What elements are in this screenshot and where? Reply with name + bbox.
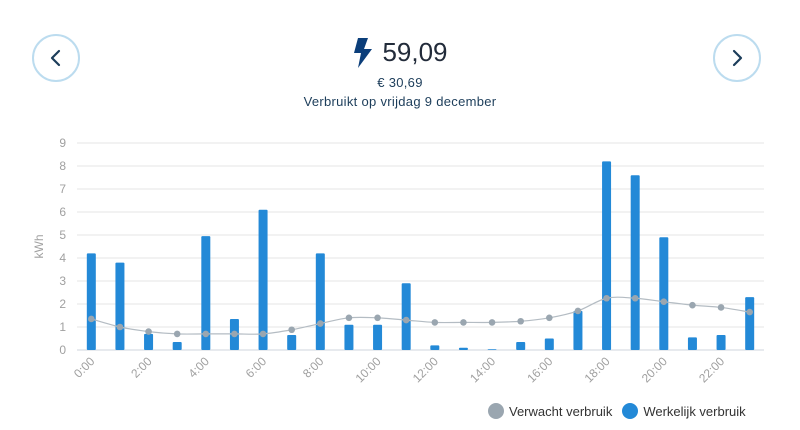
chart-legend: Verwacht verbruik Werkelijk verbruik (488, 403, 756, 419)
legend-item-actual[interactable]: Werkelijk verbruik (622, 403, 746, 419)
expected-line (91, 296, 750, 335)
x-tick-label: 18:00 (582, 354, 613, 385)
bar (373, 324, 383, 350)
expected-point (288, 326, 295, 334)
y-tick-label: 3 (59, 274, 66, 288)
y-tick-label: 1 (59, 320, 66, 334)
legend-dot-actual (622, 403, 639, 419)
expected-point (660, 298, 668, 306)
expected-point (402, 316, 410, 324)
y-tick-label: 6 (59, 205, 66, 219)
previous-day-button[interactable] (32, 34, 80, 82)
legend-item-expected[interactable]: Verwacht verbruik (488, 403, 612, 419)
y-tick-label: 4 (59, 251, 66, 265)
x-tick-label: 12:00 (410, 354, 441, 385)
expected-point (317, 320, 324, 327)
x-tick-label: 14:00 (467, 354, 498, 385)
expected-point (488, 319, 496, 326)
x-tick-label: 20:00 (639, 354, 670, 385)
bar (602, 161, 612, 350)
expected-point (259, 330, 267, 338)
expected-point (689, 301, 696, 309)
bar (745, 297, 755, 350)
bar (659, 237, 669, 350)
x-tick-label: 16:00 (524, 354, 555, 385)
expected-point (460, 319, 467, 326)
bar (144, 333, 154, 350)
y-tick-label: 5 (59, 228, 66, 242)
bar (115, 262, 125, 350)
bar (630, 175, 640, 350)
y-tick-label: 2 (59, 297, 66, 311)
bar (430, 345, 440, 350)
expected-point (345, 314, 353, 322)
x-tick-label: 0:00 (71, 354, 98, 381)
bar (201, 236, 211, 350)
legend-label-expected: Verwacht verbruik (509, 403, 613, 419)
bar (258, 209, 268, 350)
bar (573, 310, 583, 350)
bar (458, 347, 468, 350)
expected-point (173, 330, 181, 338)
legend-dot-expected (488, 403, 504, 419)
expected-point (374, 314, 381, 322)
expected-point (116, 323, 124, 331)
chevron-right-icon (732, 49, 743, 67)
bar (401, 283, 411, 350)
y-tick-label: 7 (59, 182, 66, 196)
bar (287, 335, 297, 350)
y-tick-label: 8 (59, 159, 66, 173)
x-tick-label: 6:00 (243, 354, 270, 381)
bar (344, 324, 354, 350)
expected-point (202, 330, 210, 338)
legend-label-actual: Werkelijk verbruik (643, 403, 746, 419)
x-tick-label: 22:00 (696, 354, 727, 385)
expected-point (603, 294, 610, 302)
x-tick-label: 2:00 (128, 354, 155, 381)
expected-point (631, 294, 639, 302)
total-consumption: 59,09 (0, 37, 800, 68)
date-label: Verbruikt op vrijdag 9 december (303, 94, 497, 109)
y-tick-label: 0 (59, 343, 66, 357)
expected-point (431, 319, 439, 326)
chevron-left-icon (50, 49, 61, 67)
x-tick-label: 8:00 (300, 354, 327, 381)
expected-point (717, 304, 725, 311)
lightning-bolt-icon (354, 37, 373, 68)
expected-point (145, 328, 152, 335)
expected-point (746, 308, 753, 316)
expected-point (88, 315, 95, 323)
x-tick-label: 4:00 (186, 354, 213, 381)
bar (487, 349, 497, 350)
next-day-button[interactable] (713, 34, 761, 82)
bar (544, 338, 554, 350)
bar (172, 341, 182, 350)
total-cost: € 30,69 (377, 75, 423, 90)
total-kwh-value: 59,09 (382, 37, 448, 67)
expected-point (231, 330, 238, 338)
expected-point (574, 307, 582, 315)
bar (86, 253, 96, 350)
bar (516, 341, 526, 350)
y-axis-label: kWh (32, 235, 46, 259)
bar (687, 337, 697, 350)
expected-point (546, 314, 553, 322)
expected-point (517, 317, 524, 325)
y-tick-label: 9 (59, 136, 66, 150)
consumption-chart: 0 1 2 3 4 5 6 7 8 9 kWh 0:00 2:00 4:00 6:00 8:00 10:00 12… (32, 136, 764, 385)
x-tick-label: 10:00 (353, 354, 384, 385)
bar (315, 253, 325, 350)
bar (716, 335, 726, 350)
